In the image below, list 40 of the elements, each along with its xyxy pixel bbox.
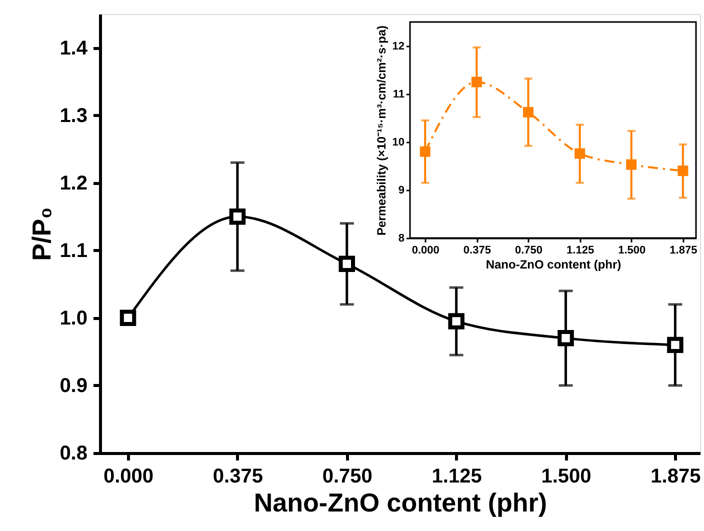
x-tick-label: 0.750: [514, 244, 543, 256]
x-tick-label: 0.750: [322, 466, 372, 488]
x-tick-label: 1.125: [566, 244, 594, 256]
point: [626, 159, 637, 170]
y-tick-label: 1.1: [60, 240, 88, 262]
x-tick-label: 1.500: [618, 244, 646, 256]
x-tick-label: 1.875: [650, 466, 701, 488]
point: [120, 310, 136, 326]
y-tick-label: 9: [398, 184, 404, 196]
x-tick-label: 1.500: [541, 466, 592, 488]
x-tick-label: 0.375: [463, 244, 491, 256]
x-axis-title: Nano-ZnO content (phr): [486, 258, 622, 272]
y-tick-label: 0.8: [60, 442, 88, 464]
x-axis-title: Nano-ZnO content (phr): [254, 488, 548, 518]
x-tick-label: 0.000: [103, 466, 154, 488]
y-axis-title: P/P₀: [26, 207, 57, 261]
y-tick-label: 8: [398, 232, 404, 244]
y-tick-label: 11: [392, 88, 404, 100]
x-tick-label: 0.375: [212, 466, 263, 488]
point: [338, 256, 356, 272]
point: [667, 336, 684, 354]
point: [558, 330, 574, 346]
point: [229, 208, 246, 225]
y-tick-label: 0.9: [60, 374, 88, 397]
point: [574, 148, 586, 159]
x-tick-label: 1.875: [670, 244, 698, 256]
y-tick-label: 1.4: [60, 37, 88, 60]
y-tick-label: 10: [392, 136, 404, 148]
y-tick-label: 1.0: [60, 307, 88, 330]
x-tick-label: 1.125: [432, 466, 482, 488]
x-tick-label: 0.000: [412, 244, 440, 256]
y-axis-title: Permeability (×10⁻¹⁵·m³·cm/cm²·s·pa): [374, 25, 388, 236]
point: [523, 106, 534, 118]
point: [448, 313, 464, 330]
point: [471, 76, 482, 88]
y-tick-label: 1.2: [60, 172, 88, 194]
y-tick-label: 12: [392, 40, 404, 52]
point: [678, 166, 688, 176]
point: [420, 146, 430, 157]
y-tick-label: 1.3: [60, 104, 88, 127]
